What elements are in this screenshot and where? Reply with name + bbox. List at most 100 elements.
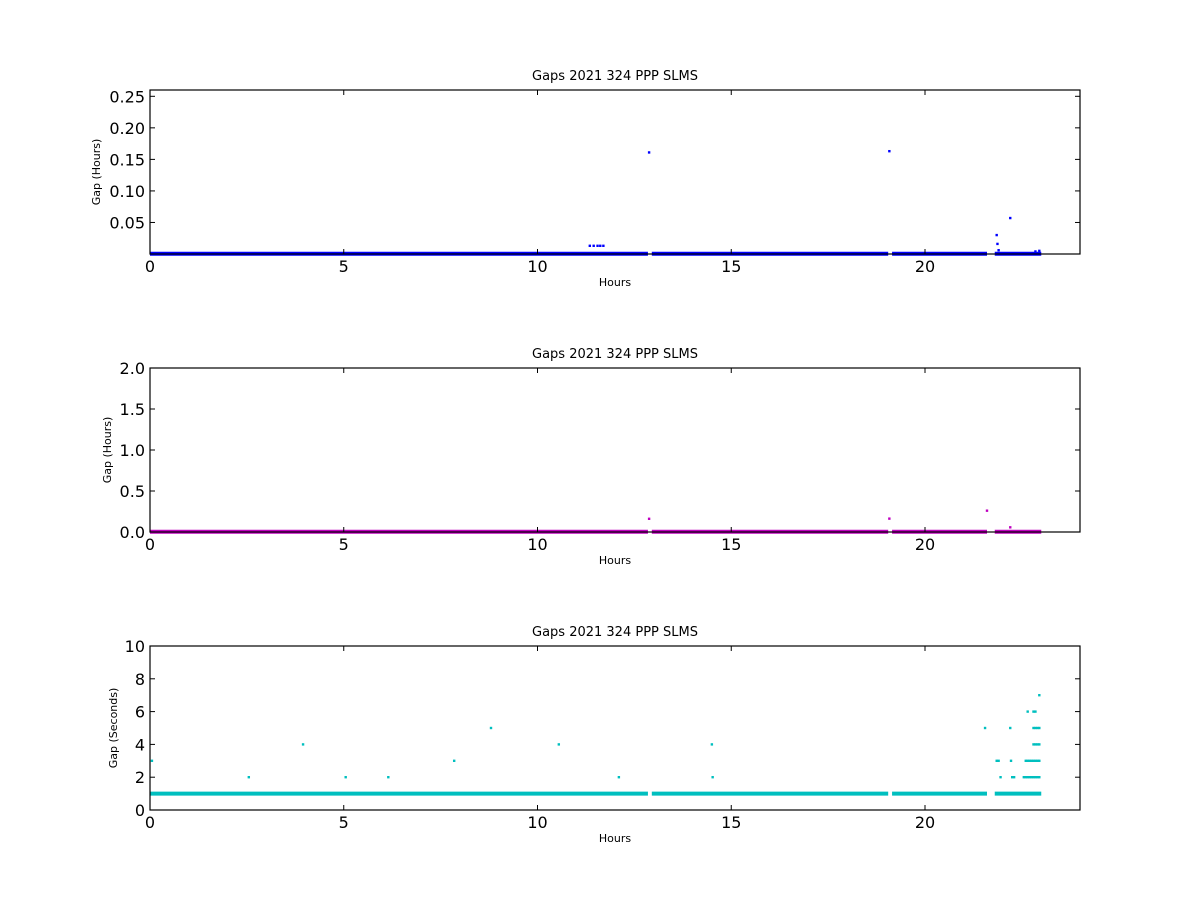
data-point — [1026, 710, 1029, 713]
data-point — [997, 249, 1000, 252]
data-point — [1034, 743, 1037, 746]
data-point — [1038, 743, 1041, 746]
x-axis-label: Hours — [599, 276, 631, 289]
chart-panel-middle: Gaps 2021 324 PPP SLMS 0 5 10 15 20 0.0 0.5 1.0… — [101, 347, 1081, 567]
chart-title: Gaps 2021 324 PPP SLMS — [532, 69, 698, 84]
data-point — [1038, 726, 1041, 730]
y-tick-label: 0.25 — [109, 87, 145, 106]
data-point — [1030, 759, 1033, 762]
x-axis-label: Hours — [599, 832, 631, 845]
chart-panel-bottom: Gaps 2021 324 PPP SLMS 0 5 10 15 20 0 2 4 6 8 10 H… — [107, 625, 1081, 845]
data-point — [387, 776, 390, 779]
data-point — [983, 726, 987, 730]
x-tick-label: 5 — [339, 257, 349, 276]
y-tick-label: 4 — [135, 735, 145, 754]
data-point — [1026, 759, 1029, 762]
data-point — [999, 776, 1002, 779]
data-point — [150, 759, 154, 762]
data-point — [888, 517, 891, 520]
data-point — [647, 517, 651, 520]
data-point — [1036, 759, 1039, 762]
data-point — [997, 759, 1000, 762]
data-point — [888, 149, 891, 153]
data-point — [1036, 776, 1039, 779]
data-point — [996, 242, 999, 246]
x-tick-label: 15 — [721, 535, 741, 554]
x-tick-label: 20 — [915, 535, 935, 554]
x-tick-label: 5 — [339, 535, 349, 554]
data-point — [985, 509, 989, 512]
data-point — [452, 759, 456, 762]
data-point — [1038, 759, 1041, 762]
data-point — [1009, 759, 1013, 762]
axis-ticks: 0 5 10 15 20 0 2 4 6 8 10 — [125, 637, 1080, 832]
y-tick-label: 0 — [135, 801, 145, 820]
data-point — [1038, 776, 1041, 779]
data-point — [1034, 726, 1037, 730]
y-tick-label: 0.0 — [120, 523, 145, 542]
data-point — [1032, 759, 1035, 762]
x-tick-label: 10 — [527, 813, 547, 832]
data-point — [1032, 726, 1035, 730]
data-point — [1024, 776, 1027, 779]
data-point — [647, 151, 651, 154]
y-tick-label: 10 — [125, 637, 145, 656]
data-point — [1034, 776, 1037, 779]
data-point — [602, 244, 605, 247]
data-point — [710, 743, 714, 746]
data-point — [1009, 216, 1012, 220]
axis-ticks: 0 5 10 15 20 0.05 0.10 0.15 0.20 0.25 — [109, 87, 1080, 276]
data-point — [1034, 250, 1037, 253]
x-tick-label: 15 — [721, 813, 741, 832]
x-tick-label: 0 — [145, 257, 155, 276]
y-tick-label: 0.05 — [109, 213, 145, 232]
data-point — [588, 244, 592, 247]
data-point — [1010, 776, 1014, 779]
data-point — [1022, 776, 1026, 779]
y-tick-label: 2 — [135, 768, 145, 787]
chart-panel-top: Gaps 2021 324 PPP SLMS 0 5 10 15 200.050.100… — [90, 69, 1081, 289]
data-marks — [150, 694, 1042, 796]
data-point — [995, 233, 998, 237]
data-point — [592, 244, 595, 247]
data-point — [1036, 743, 1039, 746]
y-tick-label: 0.20 — [109, 119, 145, 138]
y-tick-label: 6 — [135, 703, 145, 722]
y-tick-label: 8 — [135, 670, 145, 689]
data-point — [995, 759, 998, 762]
x-tick-label: 10 — [527, 257, 547, 276]
data-point — [1009, 726, 1012, 730]
y-axis-label: Gap (Hours) — [101, 417, 114, 484]
y-tick-label: 1.5 — [120, 400, 145, 419]
data-point — [1034, 710, 1037, 713]
data-point — [1038, 694, 1041, 697]
x-tick-label: 15 — [721, 257, 741, 276]
y-axis-label: Gap (Hours) — [90, 139, 103, 206]
plot-frame — [149, 89, 1081, 255]
data-point — [1038, 249, 1041, 253]
data-point — [1012, 776, 1016, 779]
data-point — [1026, 776, 1029, 779]
data-point — [1032, 743, 1035, 746]
x-tick-label: 10 — [527, 535, 547, 554]
y-tick-label: 0.10 — [109, 182, 145, 201]
axis-ticks: 0 5 10 15 20 0.0 0.5 1.0 1.5 2.0 — [120, 359, 1080, 554]
plot-frame — [149, 645, 1081, 811]
data-point — [1024, 759, 1027, 762]
chart-title: Gaps 2021 324 PPP SLMS — [532, 347, 698, 362]
data-point — [1028, 759, 1031, 762]
y-tick-label: 0.15 — [109, 150, 145, 169]
data-point — [344, 776, 347, 779]
data-point — [301, 743, 305, 746]
data-point — [1009, 526, 1012, 529]
x-tick-label: 20 — [915, 257, 935, 276]
data-point — [1028, 776, 1031, 779]
x-tick-label: 20 — [915, 813, 935, 832]
data-point — [599, 244, 602, 247]
y-tick-label: 2.0 — [120, 359, 145, 378]
x-tick-label: 5 — [339, 813, 349, 832]
x-tick-label: 0 — [145, 813, 155, 832]
chart-title: Gaps 2021 324 PPP SLMS — [532, 625, 698, 640]
